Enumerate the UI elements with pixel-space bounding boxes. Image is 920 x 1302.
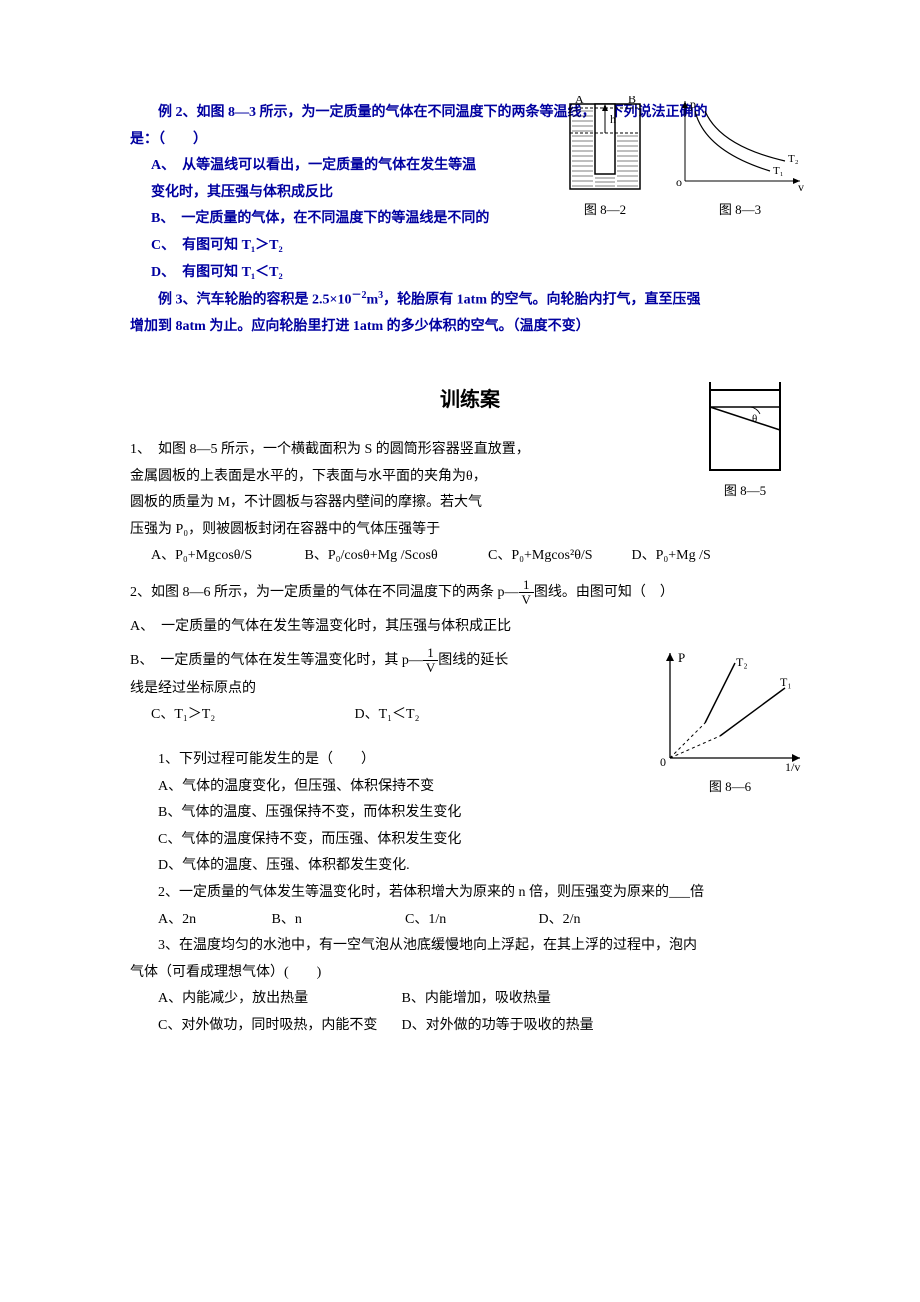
q2-l1a: 2、如图 8—6 所示，为一定质量的气体在不同温度下的两条 p—	[130, 585, 519, 600]
p1-C: C、气体的温度保持不变，而压强、体积发生变化	[130, 827, 810, 854]
p2-D: D、2/n	[539, 907, 581, 934]
label-A: A	[575, 96, 584, 106]
figure-8-5: θ 图 8—5	[690, 382, 800, 504]
q2-A: A、 一定质量的气体在发生等温变化时，其压强与体积成正比	[130, 614, 810, 641]
example-2-block: A B h 图 8—2 p v o T₂ T₁ 图 8—3 例 2、如图 8—3…	[130, 100, 810, 341]
q2-B1: B、 一定质量的气体在发生等温变化时，其 p—	[130, 653, 423, 668]
question-2-block: P 1/v 0 T₂ T₁ 图 8—6 2、如图 8—6 所示，为一定质量的气体…	[130, 578, 810, 729]
frac-den: V	[519, 593, 534, 607]
svg-text:T₁: T₁	[773, 165, 784, 177]
fraction-1V: 1V	[519, 578, 534, 608]
label-h: h	[610, 112, 616, 126]
svg-text:T₂: T₂	[788, 153, 799, 165]
p2-B: B、n	[272, 907, 402, 934]
ex2-optD: D、 有图可知 T₁＜T₂	[130, 260, 810, 287]
p3-l1: 3、在温度均匀的水池中，有一空气泡从池底缓慢地向上浮起，在其上浮的过程中，泡内	[130, 933, 810, 960]
p3-AB: A、内能减少，放出热量 B、内能增加，吸收热量	[130, 986, 810, 1013]
p3-B: B、内能增加，吸收热量	[402, 986, 551, 1013]
ex3-exp1: －2	[351, 290, 366, 301]
frac-num2: 1	[423, 646, 438, 661]
figure-8-6: P 1/v 0 T₂ T₁ 图 8—6	[650, 648, 810, 800]
svg-text:P: P	[678, 650, 685, 665]
p2-options: A、2n B、n C、1/n D、2/n	[130, 907, 810, 934]
svg-text:1/v: 1/v	[785, 760, 800, 773]
ex3-line2: 增加到 8atm 为止。应向轮胎里打进 1atm 的多少体积的空气。（温度不变）	[130, 314, 810, 341]
p2-A: A、2n	[158, 907, 268, 934]
ex2-optC: C、 有图可知 T₁＞T₂	[130, 233, 810, 260]
svg-text:0: 0	[660, 755, 666, 769]
question-1-block: θ 图 8—5 1、 如图 8—5 所示，一个横截面积为 S 的圆筒形容器竖直放…	[130, 437, 810, 570]
q2-B2: 图线的延长	[438, 653, 508, 668]
svg-text:o: o	[676, 175, 682, 189]
svg-text:T₂: T₂	[736, 655, 748, 669]
figure-8-3: p v o T₂ T₁ 图 8—3	[670, 96, 810, 223]
p2-stem: 2、一定质量的气体发生等温变化时，若体积增大为原来的 n 倍，则压强变为原来的_…	[130, 880, 810, 907]
p3-CD: C、对外做功，同时吸热，内能不变 D、对外做的功等于吸收的热量	[130, 1013, 810, 1040]
q1-C: C、P₀+Mgcos²θ/S	[488, 543, 628, 570]
q2-l1b: 图线。由图可知（ ）	[534, 585, 674, 600]
q1-l4: 压强为 P₀，则被圆板封闭在容器中的气体压强等于	[130, 517, 810, 544]
label-B: B	[628, 96, 636, 106]
problem-3: 3、在温度均匀的水池中，有一空气泡从池底缓慢地向上浮起，在其上浮的过程中，泡内 …	[130, 933, 810, 1039]
p3-C: C、对外做功，同时吸热，内能不变	[158, 1013, 398, 1040]
p-invv-graph-icon: P 1/v 0 T₂ T₁	[650, 648, 810, 773]
ex3-l1c: ，轮胎原有 1atm 的空气。向轮胎内打气，直至压强	[383, 293, 700, 308]
p3-l2: 气体（可看成理想气体）( )	[130, 960, 810, 987]
p1-B: B、气体的温度、压强保持不变，而体积发生变化	[130, 800, 810, 827]
problem-2: 2、一定质量的气体发生等温变化时，若体积增大为原来的 n 倍，则压强变为原来的_…	[130, 880, 810, 933]
svg-text:v: v	[798, 180, 804, 194]
fig82-caption: 图 8—2	[555, 198, 655, 223]
svg-text:θ: θ	[752, 413, 757, 425]
q2-D: D、T₁＜T₂	[355, 702, 420, 729]
q1-A: A、P₀+Mgcosθ/S	[151, 543, 301, 570]
pv-isotherm-icon: p v o T₂ T₁	[670, 96, 810, 196]
p2-C: C、1/n	[405, 907, 535, 934]
svg-text:p: p	[690, 97, 696, 111]
q1-options: A、P₀+Mgcosθ/S B、P₀/cosθ+Mg /Scosθ C、P₀+M…	[130, 543, 810, 570]
fig83-caption: 图 8—3	[670, 198, 810, 223]
fig86-caption: 图 8—6	[650, 775, 810, 800]
ex3-l1a: 例 3、汽车轮胎的容积是 2.5×10	[158, 293, 351, 308]
ex3-l1b: m	[366, 293, 378, 308]
q2-C: C、T₁＞T₂	[151, 702, 351, 729]
frac-den2: V	[423, 661, 438, 675]
ex3-line1: 例 3、汽车轮胎的容积是 2.5×10－2m3，轮胎原有 1atm 的空气。向轮…	[130, 286, 810, 314]
fraction-1V-b: 1V	[423, 646, 438, 676]
svg-text:T₁: T₁	[780, 675, 792, 689]
fig85-caption: 图 8—5	[690, 479, 800, 504]
q2-l1: 2、如图 8—6 所示，为一定质量的气体在不同温度下的两条 p—1V图线。由图可…	[130, 578, 810, 608]
p1-D: D、气体的温度、压强、体积都发生变化.	[130, 853, 810, 880]
figure-8-2: A B h 图 8—2	[555, 96, 655, 223]
p3-D: D、对外做的功等于吸收的热量	[402, 1013, 594, 1040]
frac-num: 1	[519, 578, 534, 593]
q1-B: B、P₀/cosθ+Mg /Scosθ	[305, 543, 485, 570]
q1-D: D、P₀+Mg /S	[632, 543, 711, 570]
cylinder-piston-icon: θ	[690, 382, 800, 477]
p3-A: A、内能减少，放出热量	[158, 986, 398, 1013]
u-tube-icon: A B h	[555, 96, 655, 196]
